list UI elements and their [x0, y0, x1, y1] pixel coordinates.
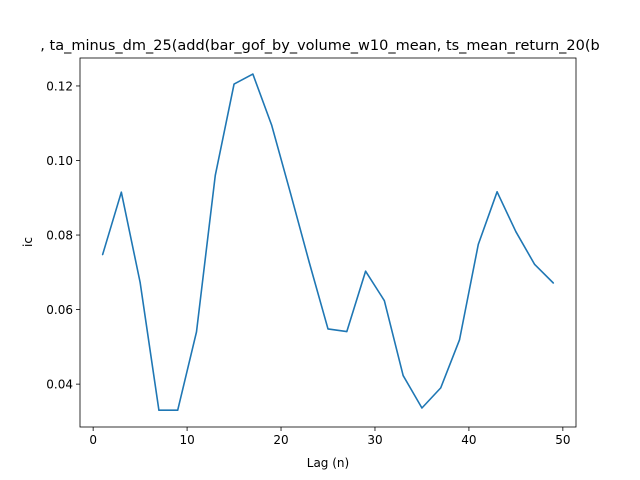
data-point — [195, 331, 198, 333]
data-point — [383, 300, 385, 302]
x-tick-label: 10 — [179, 433, 194, 447]
data-point — [214, 174, 216, 177]
y-tick-label: 0.08 — [46, 229, 73, 243]
data-point — [552, 282, 555, 284]
y-axis: 0.04 0.06 0.08 0.10 0.12 — [46, 79, 80, 392]
data-point — [289, 192, 292, 194]
x-tick-label: 50 — [555, 433, 570, 447]
y-tick-label: 0.10 — [46, 154, 73, 168]
data-point — [477, 243, 479, 245]
chart-title: , ta_minus_dm_25(add(bar_gof_by_volume_w… — [40, 38, 599, 54]
data-point — [158, 409, 160, 411]
y-axis-label: ic — [21, 237, 35, 247]
data-point — [346, 330, 348, 333]
data-point — [327, 328, 329, 330]
data-point — [458, 339, 461, 341]
x-axis: 0 10 20 30 40 50 — [89, 427, 570, 447]
data-point — [233, 83, 235, 85]
data-point — [120, 191, 122, 193]
x-tick-label: 40 — [461, 433, 476, 447]
series-layer — [101, 73, 555, 412]
data-point — [101, 254, 104, 256]
x-tick-label: 20 — [273, 433, 288, 447]
data-point — [515, 231, 517, 233]
x-axis-label: Lag (n) — [307, 456, 349, 470]
data-point — [252, 73, 254, 75]
y-tick-label: 0.04 — [46, 378, 73, 392]
x-tick-label: 30 — [367, 433, 382, 447]
data-point — [271, 124, 273, 126]
x-tick-label: 0 — [89, 433, 97, 447]
data-point — [496, 191, 498, 193]
y-tick-label: 0.06 — [46, 303, 73, 317]
data-point — [139, 281, 141, 283]
plot-area — [79, 57, 577, 428]
y-tick-label: 0.12 — [46, 79, 73, 93]
data-point — [364, 270, 367, 272]
data-point — [440, 387, 442, 389]
data-point — [402, 374, 404, 377]
data-point — [421, 407, 423, 409]
data-point — [177, 409, 179, 411]
data-point — [534, 263, 536, 266]
data-point — [308, 261, 310, 263]
